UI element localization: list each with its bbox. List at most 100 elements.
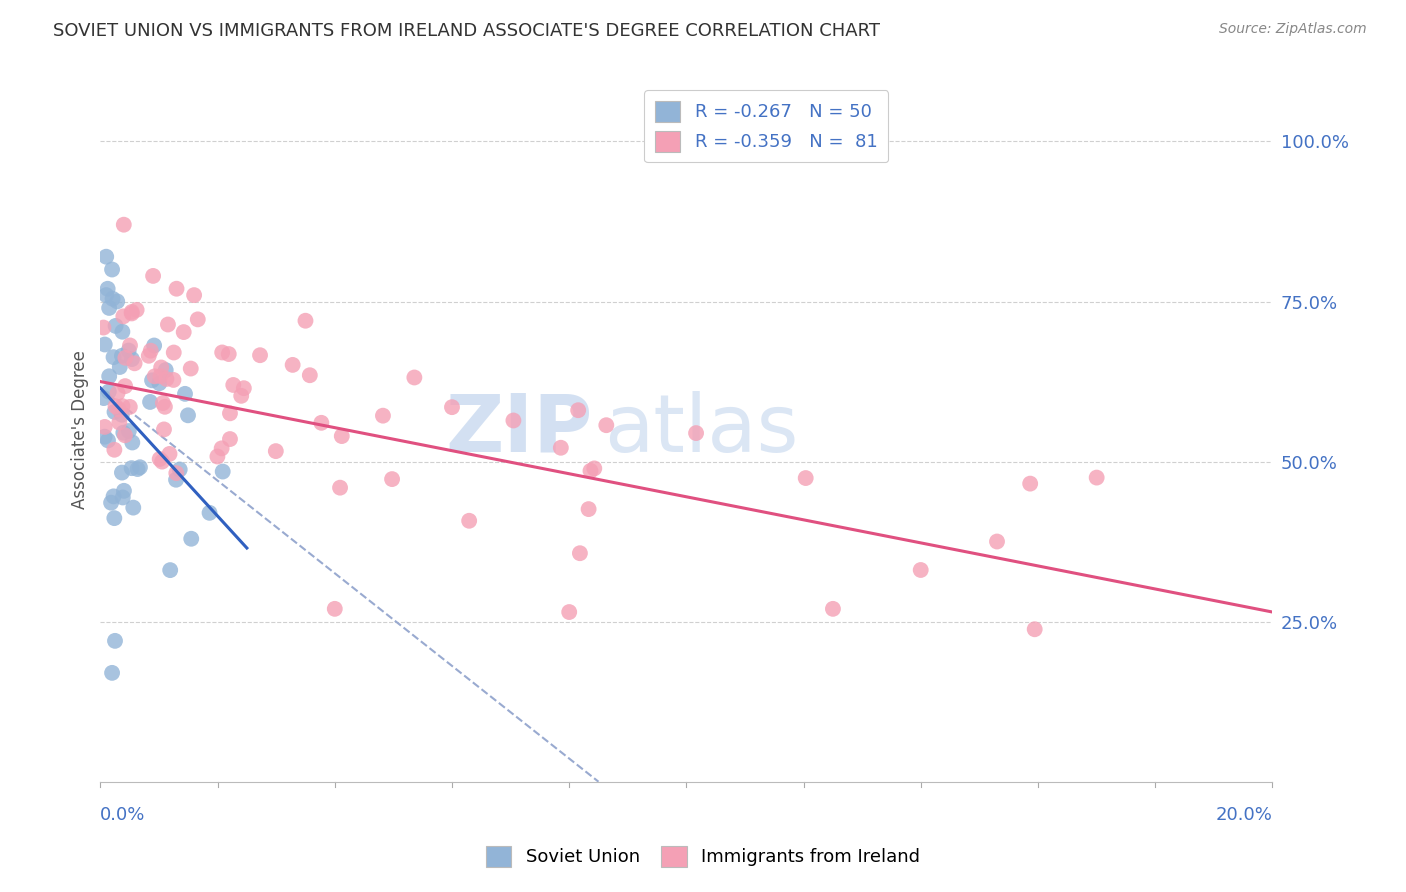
Point bbox=[550, 441, 572, 455]
Point bbox=[93, 420, 115, 434]
Point bbox=[122, 500, 145, 515]
Point bbox=[152, 396, 174, 410]
Text: ZIP: ZIP bbox=[446, 391, 593, 468]
Point bbox=[112, 425, 135, 440]
Point bbox=[404, 370, 426, 384]
Point bbox=[207, 450, 229, 464]
Point bbox=[104, 633, 127, 648]
Point bbox=[96, 250, 118, 264]
Point bbox=[1085, 470, 1108, 484]
Point bbox=[149, 452, 172, 467]
Point bbox=[440, 400, 463, 414]
Point bbox=[211, 345, 233, 359]
Point bbox=[114, 428, 136, 442]
Point bbox=[568, 546, 591, 560]
Point bbox=[558, 605, 581, 619]
Point bbox=[187, 312, 209, 326]
Point bbox=[111, 491, 134, 505]
Point bbox=[155, 372, 177, 386]
Text: SOVIET UNION VS IMMIGRANTS FROM IRELAND ASSOCIATE'S DEGREE CORRELATION CHART: SOVIET UNION VS IMMIGRANTS FROM IRELAND … bbox=[53, 22, 880, 40]
Point bbox=[578, 502, 600, 516]
Point bbox=[169, 462, 191, 476]
Text: atlas: atlas bbox=[605, 391, 799, 468]
Point bbox=[149, 369, 172, 384]
Point bbox=[150, 360, 173, 375]
Point bbox=[159, 563, 181, 577]
Point bbox=[232, 381, 254, 395]
Point bbox=[165, 473, 187, 487]
Point bbox=[121, 461, 143, 475]
Point bbox=[118, 424, 141, 438]
Point bbox=[111, 399, 134, 413]
Point bbox=[112, 483, 135, 498]
Point bbox=[114, 351, 136, 365]
Point bbox=[111, 325, 134, 339]
Point bbox=[96, 288, 118, 302]
Point bbox=[1019, 476, 1042, 491]
Point bbox=[821, 602, 844, 616]
Point bbox=[98, 301, 121, 315]
Point bbox=[124, 356, 146, 370]
Point bbox=[97, 384, 120, 399]
Point bbox=[180, 361, 202, 376]
Point bbox=[153, 400, 176, 414]
Point bbox=[100, 496, 122, 510]
Point bbox=[794, 471, 817, 485]
Point bbox=[177, 409, 200, 423]
Text: 0.0%: 0.0% bbox=[100, 806, 146, 824]
Point bbox=[103, 511, 125, 525]
Point bbox=[249, 348, 271, 362]
Point bbox=[311, 416, 333, 430]
Point bbox=[143, 338, 166, 352]
Point bbox=[104, 318, 127, 333]
Point bbox=[371, 409, 394, 423]
Point bbox=[155, 363, 177, 377]
Point bbox=[98, 369, 121, 384]
Point bbox=[329, 481, 352, 495]
Point bbox=[139, 395, 162, 409]
Point bbox=[103, 405, 125, 419]
Point bbox=[156, 318, 179, 332]
Point bbox=[111, 466, 134, 480]
Point bbox=[118, 343, 141, 358]
Point bbox=[579, 464, 602, 478]
Point bbox=[121, 306, 143, 320]
Point bbox=[150, 455, 173, 469]
Point bbox=[198, 506, 221, 520]
Point bbox=[231, 389, 253, 403]
Point bbox=[264, 444, 287, 458]
Point bbox=[121, 305, 143, 319]
Point bbox=[159, 447, 181, 461]
Point bbox=[107, 386, 129, 401]
Point bbox=[163, 345, 186, 359]
Point bbox=[103, 442, 125, 457]
Point bbox=[148, 376, 170, 391]
Point bbox=[94, 337, 117, 351]
Point bbox=[121, 352, 143, 367]
Point bbox=[103, 350, 125, 364]
Text: Source: ZipAtlas.com: Source: ZipAtlas.com bbox=[1219, 22, 1367, 37]
Point bbox=[142, 268, 165, 283]
Point bbox=[165, 466, 187, 480]
Point bbox=[173, 325, 195, 339]
Point bbox=[103, 489, 125, 503]
Point bbox=[127, 462, 149, 476]
Point bbox=[112, 310, 135, 324]
Text: 20.0%: 20.0% bbox=[1216, 806, 1272, 824]
Point bbox=[118, 400, 141, 414]
Point bbox=[141, 373, 163, 387]
Point bbox=[219, 406, 242, 420]
Point bbox=[211, 442, 233, 456]
Point bbox=[180, 532, 202, 546]
Point bbox=[458, 514, 481, 528]
Point bbox=[143, 369, 166, 384]
Point bbox=[218, 347, 240, 361]
Point bbox=[910, 563, 932, 577]
Point bbox=[298, 368, 321, 383]
Point bbox=[111, 349, 134, 363]
Y-axis label: Associate's Degree: Associate's Degree bbox=[72, 351, 89, 509]
Legend: R = -0.267   N = 50, R = -0.359   N =  81: R = -0.267 N = 50, R = -0.359 N = 81 bbox=[644, 90, 889, 162]
Point bbox=[101, 665, 124, 680]
Point bbox=[281, 358, 304, 372]
Point bbox=[183, 288, 205, 302]
